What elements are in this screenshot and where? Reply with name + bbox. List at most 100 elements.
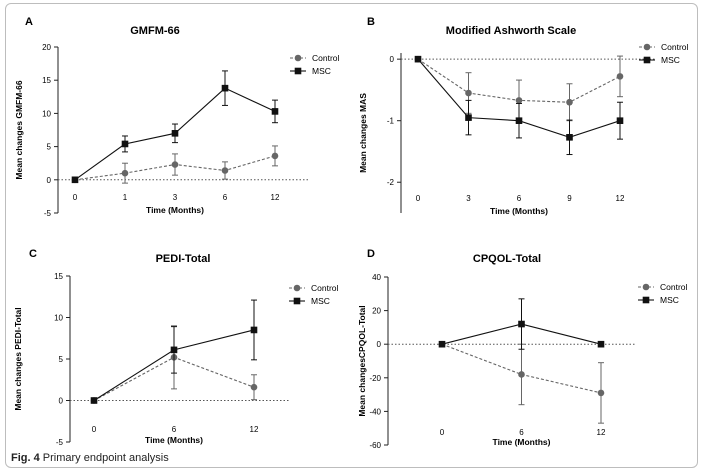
data-point [171, 130, 179, 137]
data-point [250, 326, 258, 334]
legend-label: Control [312, 53, 340, 63]
x-axis-label: Time (Months) [146, 205, 204, 215]
legend-entry: Control [639, 42, 689, 52]
legend-marker [293, 297, 301, 305]
caption-text: Primary endpoint analysis [42, 452, 169, 464]
chart-panel-c: C PEDI-Total -5 0 5 10 15 Mean changes PEDI-Tot… [13, 248, 339, 447]
x-tick-label: 3 [466, 194, 471, 203]
x-tick-label: 12 [250, 425, 259, 434]
data-point [515, 117, 523, 124]
panel-letter: B [367, 16, 375, 28]
legend-label: Control [661, 42, 689, 52]
data-point [414, 55, 422, 63]
y-tick-label: -40 [369, 407, 381, 416]
series-msc [414, 55, 624, 156]
panel-letter: D [367, 248, 375, 260]
x-axis-label: Time (Months) [145, 435, 203, 445]
data-point [515, 97, 523, 104]
data-point [121, 140, 129, 148]
x-tick-label: 0 [416, 194, 421, 203]
y-tick-label: 40 [372, 273, 381, 282]
y-tick-label: 5 [59, 355, 64, 364]
legend-marker [643, 43, 651, 51]
panel-letter: A [25, 16, 33, 28]
caption-label: Fig. 4 [11, 452, 40, 464]
figure-caption: Fig. 4 Primary endpoint analysis [11, 452, 169, 464]
data-point [271, 152, 279, 160]
legend-entry: MSC [290, 66, 331, 76]
panel-letter: C [29, 248, 37, 260]
data-point [518, 371, 525, 378]
y-tick-label: -60 [369, 441, 381, 450]
x-tick-label: 12 [597, 428, 606, 437]
legend-marker [293, 284, 301, 292]
y-tick-label: 10 [42, 109, 51, 118]
legend-label: Control [660, 282, 688, 292]
data-point [566, 98, 573, 106]
data-point [250, 383, 258, 391]
x-axis-label: Time (Months) [490, 206, 548, 216]
y-tick-label: 20 [42, 43, 51, 52]
data-point [271, 108, 279, 115]
data-point [566, 134, 573, 141]
legend-marker [642, 283, 650, 291]
data-point [90, 397, 98, 404]
data-point [597, 340, 605, 348]
y-axis-label: Mean changes MAS [358, 93, 368, 173]
legend-marker [294, 67, 302, 75]
chart-panel-a: A GMFM-66 -5 0 5 10 15 20 Mean changes GMFM-66 0 1… [14, 16, 340, 218]
series-msc [438, 298, 605, 350]
y-tick-label: -5 [44, 209, 52, 218]
x-tick-label: 9 [567, 194, 572, 203]
x-tick-label: 6 [517, 194, 522, 203]
y-tick-label: 0 [377, 340, 382, 349]
y-tick-label: 10 [54, 314, 63, 323]
legend-marker [643, 56, 651, 64]
y-tick-label: 5 [47, 143, 52, 152]
x-tick-label: 12 [616, 194, 625, 203]
legend-entry: MSC [289, 296, 330, 306]
legend-entry: Control [289, 283, 339, 293]
y-tick-label: -20 [369, 374, 381, 383]
x-tick-label: 0 [73, 193, 78, 202]
y-tick-label: 0 [47, 176, 52, 185]
data-point [465, 89, 472, 97]
legend-label: MSC [311, 296, 330, 306]
x-axis-label: Time (Months) [493, 437, 551, 447]
legend-entry: Control [638, 282, 688, 292]
y-axis-label: Mean changesCPQOL-Total [357, 305, 367, 416]
data-point [121, 169, 129, 177]
x-tick-label: 6 [519, 428, 524, 437]
x-tick-label: 3 [173, 193, 178, 202]
data-point [71, 176, 79, 184]
data-point [438, 340, 446, 348]
chart-panel-b: B Modified Ashworth Scale 0 -1 -2 Mean change… [358, 16, 689, 216]
series-control [71, 145, 279, 184]
y-tick-label: 0 [59, 397, 64, 406]
data-point [171, 161, 179, 168]
legend-entry: Control [290, 53, 340, 63]
x-tick-label: 0 [440, 428, 445, 437]
y-tick-label: 15 [42, 76, 51, 85]
series-control [438, 340, 605, 424]
legend-label: Control [311, 283, 339, 293]
y-tick-label: -2 [387, 178, 395, 187]
y-tick-label: 15 [54, 272, 63, 281]
data-point [616, 117, 624, 124]
y-tick-label: -1 [387, 117, 395, 126]
data-point [465, 114, 472, 121]
chart-title: GMFM-66 [130, 25, 180, 37]
data-point [221, 167, 229, 174]
chart-panel-d: D CPQOL-Total -60 -40 -20 0 20 40 Mean changesCP… [357, 248, 688, 450]
legend-label: MSC [312, 66, 331, 76]
data-point [616, 73, 624, 80]
data-point [221, 84, 229, 92]
x-tick-label: 12 [271, 193, 280, 202]
y-axis-label: Mean changes PEDI-Total [13, 307, 23, 410]
y-tick-label: 0 [390, 55, 395, 64]
legend-entry: MSC [639, 55, 680, 65]
x-tick-label: 6 [223, 193, 228, 202]
legend-entry: MSC [638, 295, 679, 305]
legend-label: MSC [660, 295, 679, 305]
